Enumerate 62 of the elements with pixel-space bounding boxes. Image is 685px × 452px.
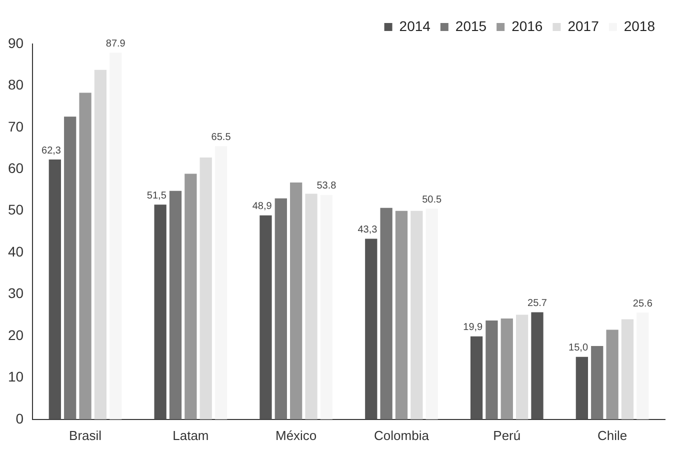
y-tick-label: 90 xyxy=(8,34,24,51)
data-label: 25.6 xyxy=(632,298,653,310)
bar xyxy=(486,320,498,420)
bar xyxy=(290,182,302,420)
y-tick-label: 60 xyxy=(8,160,24,176)
bar xyxy=(94,70,107,420)
legend-label: 2018 xyxy=(624,18,656,34)
x-tick-label: Chile xyxy=(597,428,628,443)
data-label: 19,9 xyxy=(463,322,484,334)
y-tick-label: 30 xyxy=(8,285,24,302)
bar xyxy=(214,146,228,420)
bar xyxy=(516,314,528,420)
data-label: 87.9 xyxy=(106,38,126,50)
bar xyxy=(320,194,333,420)
bar xyxy=(365,238,378,420)
bar xyxy=(79,92,92,420)
legend-label: 2014 xyxy=(399,18,431,34)
legend-label: 2017 xyxy=(568,18,600,34)
bar xyxy=(426,208,438,420)
bar xyxy=(380,208,392,420)
bar xyxy=(64,116,76,420)
y-tick-label: 70 xyxy=(8,118,24,134)
bar xyxy=(395,210,408,420)
bar xyxy=(606,330,618,420)
bar xyxy=(500,318,513,420)
y-tick-label: 20 xyxy=(8,326,24,343)
data-label: 50.5 xyxy=(422,194,442,206)
bar xyxy=(169,190,182,420)
bar xyxy=(470,336,483,420)
data-label: 25.7 xyxy=(528,298,548,309)
y-tick-label: 40 xyxy=(8,243,24,260)
data-label: 15,0 xyxy=(568,342,588,354)
bar xyxy=(48,160,61,420)
bar xyxy=(110,52,122,420)
data-label: 51,5 xyxy=(146,190,167,202)
bar xyxy=(410,210,423,420)
y-tick-label: 10 xyxy=(8,368,24,385)
bar xyxy=(305,194,318,420)
data-label: 65.5 xyxy=(211,132,232,143)
bar xyxy=(260,215,272,420)
bar xyxy=(274,198,287,420)
bar xyxy=(154,204,166,420)
data-label: 48,9 xyxy=(252,201,272,212)
bar xyxy=(636,312,649,420)
y-tick-label: 80 xyxy=(8,76,24,93)
y-tick-label: 0 xyxy=(16,410,24,426)
x-tick-label: Colombia xyxy=(374,428,430,443)
data-label: 53.8 xyxy=(316,180,337,192)
x-tick-label: Brasil xyxy=(69,428,102,443)
x-tick-label: Perú xyxy=(493,428,521,443)
y-tick-label: 50 xyxy=(8,202,24,218)
bar xyxy=(621,319,634,420)
legend-label: 2015 xyxy=(455,18,487,34)
x-tick-label: Latam xyxy=(172,428,209,443)
bar xyxy=(591,346,604,420)
bar xyxy=(200,157,212,420)
bar xyxy=(576,356,588,420)
data-label: 43,3 xyxy=(358,224,378,236)
bar xyxy=(184,174,197,420)
data-label: 62,3 xyxy=(42,145,62,156)
legend-label: 2016 xyxy=(512,18,543,34)
x-tick-label: México xyxy=(275,428,317,443)
